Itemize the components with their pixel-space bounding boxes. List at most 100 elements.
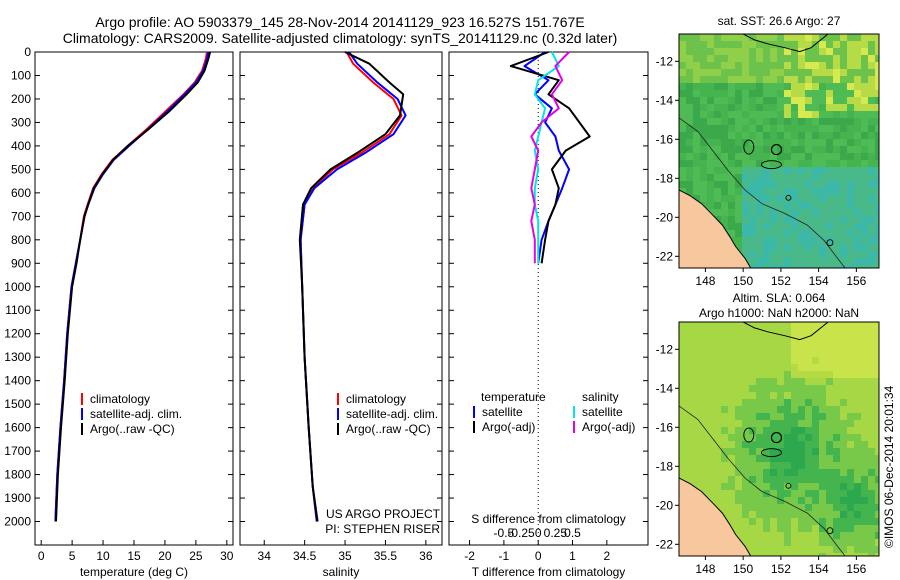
map-cell (840, 448, 848, 456)
reef-outline (826, 239, 834, 247)
map-cell (854, 202, 862, 210)
map-cell (840, 350, 848, 358)
map-cell (735, 230, 743, 238)
s-tick-label: -0.5 (494, 526, 515, 540)
map-cell (742, 104, 750, 112)
map-cell (868, 69, 876, 77)
map-cell (735, 483, 743, 491)
figure-title-line2: Climatology: CARS2009. Satellite-adjuste… (62, 30, 618, 46)
map-cell (791, 378, 799, 386)
map-cell (798, 195, 806, 203)
map-cell (819, 258, 827, 266)
map-cell (777, 62, 785, 70)
map-cell (756, 448, 764, 456)
map-cell (756, 83, 764, 91)
map-cell (805, 490, 813, 498)
map-cell (707, 343, 715, 351)
map-cell (707, 125, 715, 133)
map-cell (777, 48, 785, 56)
map-cell (735, 139, 743, 147)
map-cell (777, 251, 785, 259)
map-cell (833, 209, 841, 217)
map-cell (742, 237, 750, 245)
map-cell (728, 132, 736, 140)
map-cell (763, 441, 771, 449)
map-cell (742, 371, 750, 379)
map-cell (770, 455, 778, 463)
map-cell (770, 378, 778, 386)
map-cell (812, 539, 820, 547)
map-cell (868, 97, 876, 105)
map-cell (784, 90, 792, 98)
map-cell (861, 244, 869, 252)
map-field (679, 322, 879, 556)
map-cell (721, 441, 729, 449)
map-cell (700, 181, 708, 189)
map-cell (805, 525, 813, 533)
map-cell (847, 104, 855, 112)
map-cell (728, 41, 736, 49)
map-cell (833, 469, 841, 477)
map-cell (868, 188, 876, 196)
map-cell (861, 188, 869, 196)
map-cell (791, 364, 799, 372)
map-cell (784, 69, 792, 77)
map-cell (854, 167, 862, 175)
map-cell (707, 132, 715, 140)
map-cell (742, 160, 750, 168)
map-cell (840, 118, 848, 126)
map-cell (847, 336, 855, 344)
map-cell (847, 69, 855, 77)
map-cell (791, 385, 799, 393)
map-cell (770, 490, 778, 498)
map-cell (721, 504, 729, 512)
map-cell (833, 371, 841, 379)
map-cell (868, 251, 876, 259)
map-cell (868, 132, 876, 140)
map-cell (777, 532, 785, 540)
map-cell (700, 392, 708, 400)
map-cell (805, 48, 813, 56)
map-cell (812, 378, 820, 386)
map-cell (784, 371, 792, 379)
map-cell (833, 34, 841, 42)
map-cell (791, 420, 799, 428)
map-cell (742, 48, 750, 56)
map-cell (840, 209, 848, 217)
map-cell (875, 230, 879, 238)
map-cell (742, 399, 750, 407)
map-cell (679, 427, 687, 435)
map-cell (770, 483, 778, 491)
map-cell (693, 139, 701, 147)
map-cell (854, 441, 862, 449)
map-cell (854, 518, 862, 526)
map-cell (833, 399, 841, 407)
map-cell (833, 497, 841, 505)
map-cell (686, 413, 694, 421)
map-cell (770, 146, 778, 154)
map-cell (777, 392, 785, 400)
map-cell (749, 223, 757, 231)
map-cell (798, 132, 806, 140)
map-cell (784, 427, 792, 435)
map-cell (847, 322, 855, 330)
x-tick-label: 30 (220, 549, 234, 563)
map-cell (868, 244, 876, 252)
map-cell (875, 553, 879, 556)
map-cell (812, 476, 820, 484)
map-cell (679, 399, 687, 407)
map-cell (826, 167, 834, 175)
map-cell (742, 97, 750, 105)
map-cell (798, 111, 806, 119)
map-cell (784, 448, 792, 456)
map-cell (686, 48, 694, 56)
map-cell (840, 336, 848, 344)
map-cell (784, 132, 792, 140)
map-cell (861, 476, 869, 484)
reef-outline (785, 194, 792, 201)
map-cell (721, 146, 729, 154)
map-cell (735, 525, 743, 533)
map-cell (693, 378, 701, 386)
map-cell (847, 413, 855, 421)
map-cell (826, 111, 834, 119)
